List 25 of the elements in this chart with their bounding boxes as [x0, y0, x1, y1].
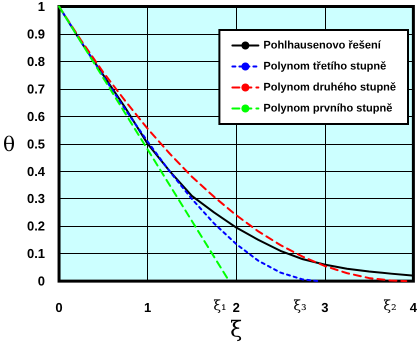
x-axis-title: ξ [230, 318, 242, 342]
y-tick-label: 0.1 [26, 246, 46, 262]
y-tick-label: 0.7 [26, 81, 46, 96]
legend-label: Pohlhausenovo řešení [263, 40, 382, 52]
y-tick-label: 0.3 [26, 191, 46, 206]
y-axis-title: θ [2, 132, 16, 156]
x-tick-label: 2 [232, 300, 240, 316]
y-tick-label: 0.9 [26, 26, 46, 42]
legend-label: Polynom prvního stupně [263, 102, 392, 114]
y-tick-label: 0.2 [26, 218, 46, 234]
y-tick-label: 0 [38, 274, 46, 289]
y-tick-label: 1 [38, 0, 46, 14]
x-tick-label: 3 [321, 300, 328, 316]
text: ξ₃ [293, 298, 307, 314]
legend-label: Polynom třetího stupně [263, 60, 386, 72]
legend-label: Polynom druhého stupně [263, 82, 396, 94]
y-tick-label: 0.5 [26, 136, 46, 152]
x-tick-label: 1 [144, 300, 152, 316]
y-tick-label: 0.4 [26, 164, 46, 179]
text: ξ₁ [213, 298, 227, 314]
y-tick-label: 0.6 [26, 108, 46, 124]
y-tick-label: 0.8 [26, 54, 46, 69]
x-tick-label: 4 [410, 300, 418, 316]
x-tick-label: 0 [55, 300, 63, 316]
text: ξ₂ [383, 298, 397, 314]
